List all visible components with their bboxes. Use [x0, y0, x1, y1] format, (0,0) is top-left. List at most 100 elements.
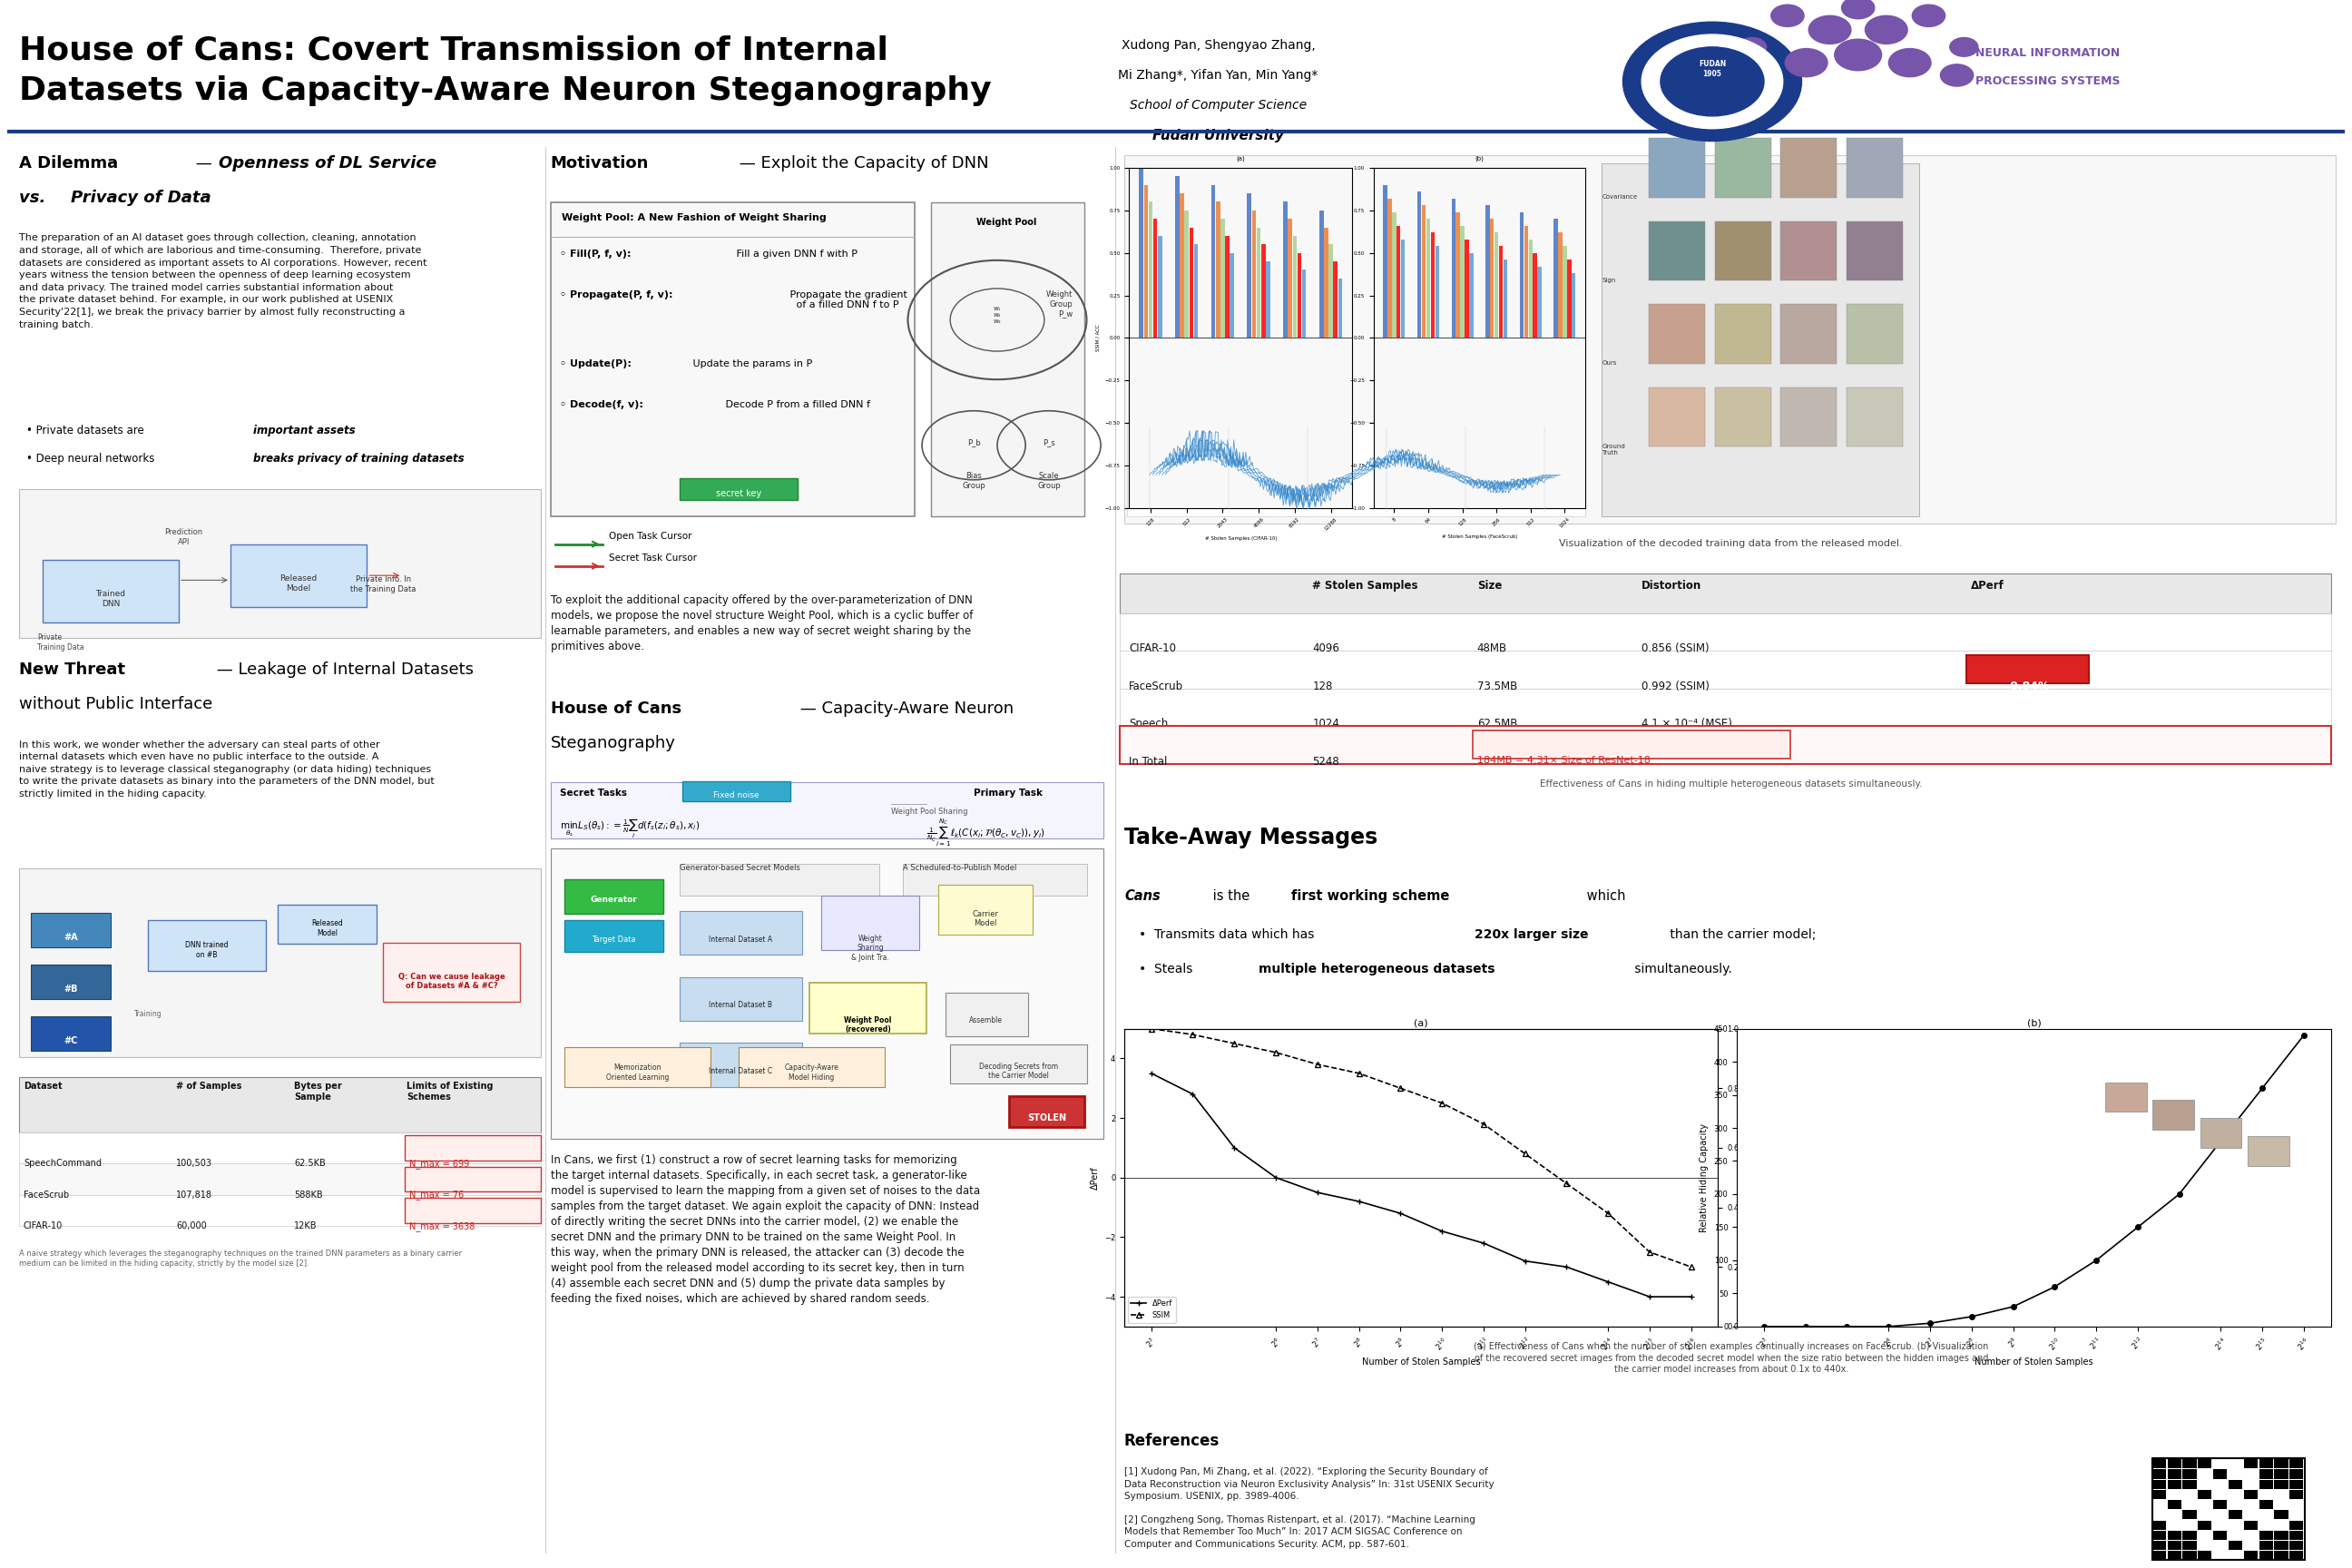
- Bar: [2244, 1551, 2258, 1560]
- ΔPerf: [1221, 1138, 1249, 1157]
- Circle shape: [1950, 38, 1978, 56]
- Bar: [2166, 1501, 2180, 1508]
- Bar: [946, 993, 1028, 1036]
- Text: In Total: In Total: [1129, 756, 1167, 768]
- Bar: [2230, 1541, 2241, 1549]
- Bar: [405, 1198, 541, 1223]
- Text: Ours: Ours: [1602, 361, 1616, 365]
- Bar: [1261, 245, 1265, 339]
- Bar: [2244, 1460, 2258, 1468]
- Bar: [680, 1043, 802, 1087]
- Bar: [2249, 1135, 2288, 1165]
- Text: Memorization
Oriented Learning: Memorization Oriented Learning: [607, 1063, 668, 1082]
- Bar: [19, 1132, 541, 1163]
- Text: Update the params in P: Update the params in P: [689, 359, 811, 368]
- Bar: [2183, 1460, 2197, 1468]
- Text: — Capacity-Aware Neuron: — Capacity-Aware Neuron: [795, 701, 1014, 717]
- Bar: [1966, 655, 2089, 684]
- Bar: [2258, 1551, 2272, 1560]
- Text: • Deep neural networks: • Deep neural networks: [26, 453, 158, 466]
- Circle shape: [1809, 16, 1851, 44]
- Bar: [2166, 1469, 2180, 1479]
- Text: • Private datasets are: • Private datasets are: [26, 425, 148, 437]
- Y-axis label: ΔPerf: ΔPerf: [1091, 1167, 1098, 1189]
- Text: Target Data: Target Data: [593, 935, 635, 944]
- Text: Visualization of the decoded training data from the released model.: Visualization of the decoded training da…: [1559, 539, 1903, 549]
- Bar: [1846, 138, 1903, 198]
- Bar: [2274, 1510, 2288, 1519]
- Text: 4.1 × 10⁻⁴ (MSE): 4.1 × 10⁻⁴ (MSE): [1642, 718, 1733, 731]
- Bar: [2288, 1460, 2303, 1468]
- Bar: [1494, 232, 1498, 339]
- Bar: [1418, 191, 1421, 339]
- Bar: [1402, 240, 1404, 339]
- Line: ΔPerf: ΔPerf: [1148, 1071, 1693, 1300]
- Text: Fixed noise: Fixed noise: [713, 790, 760, 800]
- Bar: [1780, 304, 1837, 364]
- Text: Bytes per
Sample: Bytes per Sample: [294, 1082, 341, 1102]
- Circle shape: [1842, 0, 1875, 19]
- Text: House of Cans: House of Cans: [550, 701, 682, 717]
- Bar: [405, 1135, 541, 1160]
- Text: w₁
w₂
w₃: w₁ w₂ w₃: [993, 306, 1002, 325]
- Y-axis label: SSIM: SSIM: [1745, 1167, 1752, 1189]
- Bar: [2288, 1541, 2303, 1549]
- Text: 5248: 5248: [1312, 756, 1338, 768]
- Text: -0.84%: -0.84%: [2006, 681, 2049, 693]
- Bar: [1138, 168, 1143, 339]
- Text: CIFAR-10: CIFAR-10: [24, 1221, 64, 1231]
- Text: Mi Zhang*, Yifan Yan, Min Yang*: Mi Zhang*, Yifan Yan, Min Yang*: [1117, 69, 1319, 82]
- Bar: [1555, 220, 1557, 339]
- Text: •  Transmits data which has: • Transmits data which has: [1138, 928, 1317, 941]
- Text: #A: #A: [64, 933, 78, 942]
- Bar: [19, 1195, 541, 1226]
- Text: Dataset: Dataset: [24, 1082, 61, 1091]
- Text: Fill a given DNN f with P: Fill a given DNN f with P: [734, 249, 856, 259]
- Text: PROCESSING SYSTEMS: PROCESSING SYSTEMS: [1976, 75, 2122, 88]
- Bar: [1120, 651, 2331, 688]
- SSIM: [1345, 1065, 1374, 1083]
- Text: 588KB: 588KB: [294, 1190, 322, 1200]
- Title: (b): (b): [1475, 155, 1484, 162]
- X-axis label: # Stolen Samples (FaceScrub): # Stolen Samples (FaceScrub): [1442, 535, 1517, 539]
- Bar: [2152, 1530, 2166, 1540]
- Text: P_b: P_b: [967, 437, 981, 447]
- Circle shape: [1748, 64, 1780, 86]
- Bar: [2288, 1530, 2303, 1540]
- Bar: [550, 202, 915, 516]
- Text: #C: #C: [64, 1036, 78, 1046]
- Title: (a): (a): [1414, 1019, 1428, 1029]
- Bar: [1256, 227, 1261, 339]
- Text: important assets: important assets: [254, 425, 355, 437]
- Bar: [19, 1163, 541, 1195]
- Text: #B: #B: [64, 985, 78, 994]
- SSIM: [1595, 1204, 1623, 1223]
- SSIM: [1261, 1043, 1289, 1062]
- Bar: [1425, 220, 1430, 339]
- Bar: [2274, 1530, 2288, 1540]
- Bar: [42, 560, 179, 622]
- Bar: [1334, 262, 1338, 339]
- Text: House of Cans: Covert Transmission of Internal: House of Cans: Covert Transmission of In…: [19, 34, 889, 66]
- Text: NEURAL INFORMATION: NEURAL INFORMATION: [1976, 47, 2119, 60]
- Text: ◦ Update(P):: ◦ Update(P):: [560, 359, 630, 368]
- Text: Distortion: Distortion: [1642, 580, 1703, 593]
- Bar: [1846, 221, 1903, 281]
- Bar: [680, 478, 797, 500]
- Bar: [2166, 1460, 2180, 1468]
- Bar: [2183, 1480, 2197, 1490]
- Text: New Threat: New Threat: [19, 662, 125, 677]
- ΔPerf: [1595, 1273, 1623, 1292]
- Bar: [1649, 387, 1705, 447]
- Bar: [680, 864, 880, 895]
- Bar: [1529, 240, 1534, 339]
- Text: 100,503: 100,503: [176, 1159, 212, 1168]
- Bar: [1846, 387, 1903, 447]
- Text: Motivation: Motivation: [550, 155, 649, 171]
- ΔPerf: [1428, 1221, 1456, 1240]
- Bar: [1780, 221, 1837, 281]
- Bar: [2166, 1551, 2180, 1560]
- Bar: [1562, 246, 1566, 339]
- Text: Weight
Group
P_w: Weight Group P_w: [1047, 290, 1073, 318]
- Bar: [1383, 185, 1388, 339]
